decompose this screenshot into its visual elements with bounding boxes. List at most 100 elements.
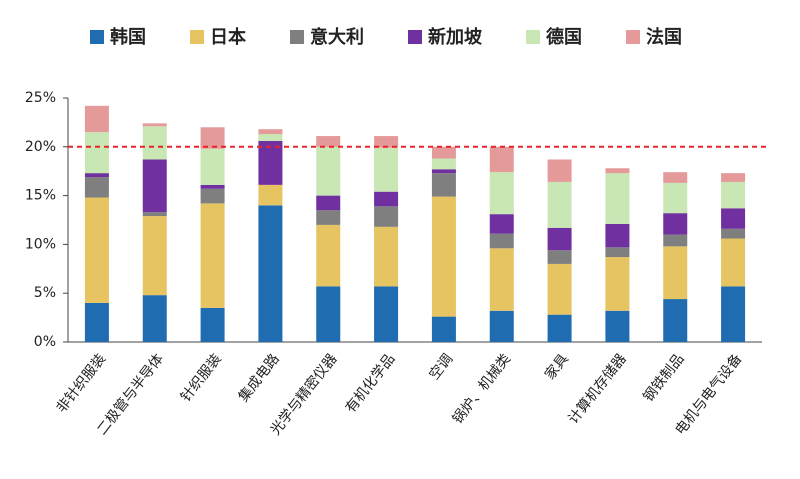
bar-segment [258, 134, 283, 141]
x-tick-label: 非针织服装 [54, 351, 110, 416]
legend-label: 日本 [210, 26, 246, 48]
bar-segment [663, 172, 688, 183]
bar-segment [431, 169, 456, 174]
bar-segment [547, 314, 572, 342]
bar-segment [489, 248, 514, 311]
bar-segment [316, 224, 341, 287]
bar-segment [84, 197, 109, 303]
bar-segment [605, 223, 630, 248]
x-tick-label: 计算机存储器 [565, 351, 629, 427]
bar-segment [431, 316, 456, 342]
bar-segment [374, 206, 399, 227]
bar-segment [489, 214, 514, 234]
legend-swatch [290, 30, 304, 44]
bar-segment [605, 173, 630, 224]
bar-segment [142, 212, 167, 217]
bar-segment [142, 295, 167, 342]
bar-segment [200, 307, 225, 342]
bar-segment [547, 263, 572, 315]
bar-segment [547, 227, 572, 251]
bar-segment [142, 123, 167, 127]
bar-segment [663, 213, 688, 235]
bar-segment [489, 233, 514, 249]
bar-segment [142, 159, 167, 213]
bar-segment [721, 228, 746, 239]
y-tick-label: 0% [34, 334, 56, 350]
y-tick-label: 20% [25, 139, 56, 155]
bar-segment [663, 182, 688, 214]
bar-segment [258, 140, 283, 185]
bar-segment [431, 173, 456, 197]
bar-segment [374, 191, 399, 207]
bar-segment [316, 146, 341, 196]
x-tick-label: 锅炉、机械类 [450, 351, 514, 427]
bar-segment [547, 159, 572, 182]
bar-segment [721, 286, 746, 342]
bar-segment [489, 172, 514, 215]
x-tick-label: 空调 [426, 351, 456, 383]
bar-segment [258, 129, 283, 135]
bar-segment [721, 238, 746, 287]
y-tick-label: 15% [25, 188, 56, 204]
legend-label: 意大利 [310, 26, 364, 48]
legend-swatch [408, 30, 422, 44]
bar-segment [142, 126, 167, 160]
legend-swatch [90, 30, 104, 44]
bar-segment [374, 286, 399, 342]
bar-segment [605, 168, 630, 174]
bar-segment [431, 146, 456, 159]
bar-segment [316, 195, 341, 211]
bar-segment [142, 216, 167, 296]
bar-segment [489, 310, 514, 342]
bar-segment [84, 177, 109, 198]
bar-segment [431, 196, 456, 317]
bar-segment [200, 188, 225, 204]
legend-label: 韩国 [110, 26, 146, 48]
bar-segment [489, 146, 514, 173]
legend-label: 德国 [546, 26, 582, 48]
y-tick-label: 25% [25, 90, 56, 106]
legend-label: 法国 [646, 26, 682, 48]
bar-segment [663, 299, 688, 342]
bar-segment [721, 181, 746, 209]
bar-segment [663, 234, 688, 247]
bar-segment [200, 148, 225, 185]
bar-segment [84, 173, 109, 178]
bar-segment [84, 105, 109, 133]
bar-segment [431, 158, 456, 170]
bar-segment [258, 184, 283, 206]
bar-segment [721, 173, 746, 182]
bar-segment [374, 147, 399, 192]
legend-swatch [626, 30, 640, 44]
legend-swatch [526, 30, 540, 44]
bar-segment [721, 208, 746, 229]
x-tick-label: 针织服装 [178, 351, 225, 405]
bar-segment [316, 210, 341, 225]
y-tick-label: 5% [34, 285, 56, 301]
bar-segment [547, 181, 572, 228]
bar-segment [374, 226, 399, 287]
bar-segment [605, 310, 630, 342]
x-tick-label: 钢铁制品 [640, 351, 687, 405]
bar-segment [258, 205, 283, 342]
bar-segment [200, 203, 225, 308]
bar-segment [605, 247, 630, 258]
legend-swatch [190, 30, 204, 44]
bar-segment [547, 250, 572, 264]
bar-segment [200, 127, 225, 149]
bar-segment [374, 136, 399, 148]
bar-segment [84, 302, 109, 342]
bar-segment [605, 257, 630, 311]
bar-segment [316, 286, 341, 342]
bar-segment [84, 132, 109, 174]
bar-segment [663, 246, 688, 300]
y-tick-label: 10% [25, 236, 56, 252]
bar-segment [200, 184, 225, 189]
legend-label: 新加坡 [428, 26, 483, 48]
x-tick-label: 集成电路 [235, 350, 283, 405]
bar-segment [316, 136, 341, 147]
x-tick-label: 家具 [541, 350, 572, 383]
x-tick-label: 有机化学品 [343, 351, 399, 416]
